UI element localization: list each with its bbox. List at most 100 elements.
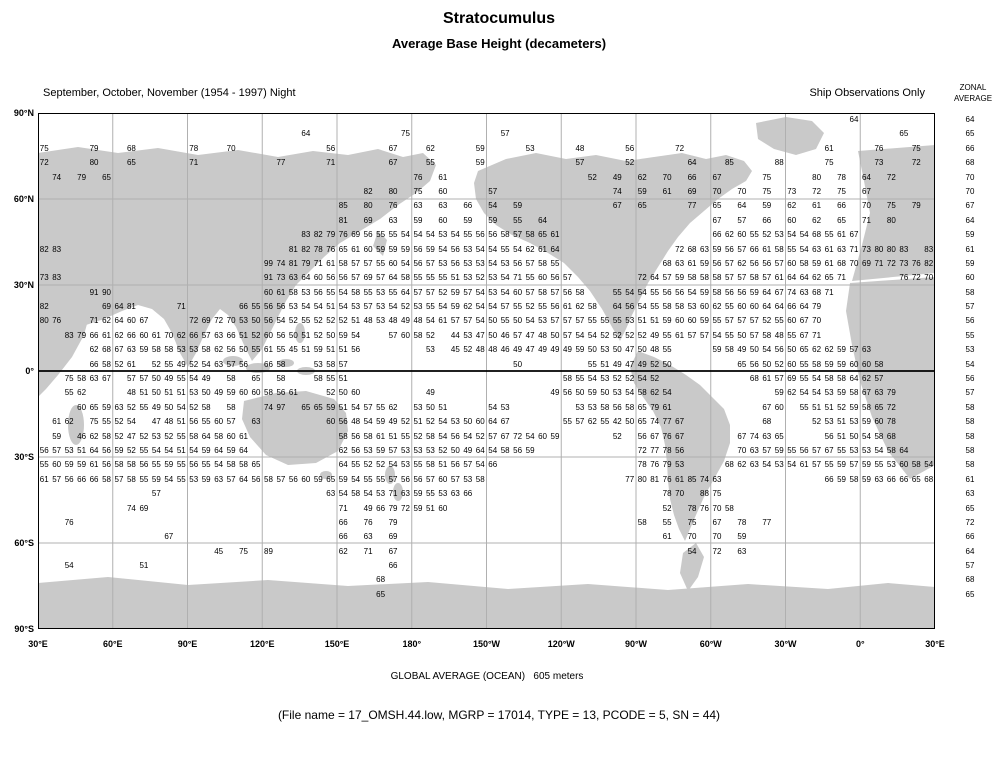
grid-value: 49 <box>737 345 747 355</box>
grid-value: 68 <box>662 258 672 268</box>
grid-value: 60 <box>874 417 884 427</box>
grid-value: 57 <box>363 402 373 412</box>
grid-value: 70 <box>849 258 859 268</box>
grid-value: 60 <box>737 302 747 312</box>
grid-value: 57 <box>737 316 747 326</box>
grid-value: 58 <box>824 374 834 384</box>
grid-value: 45 <box>288 345 298 355</box>
grid-value: 60 <box>787 258 797 268</box>
grid-value: 81 <box>288 258 298 268</box>
grid-value: 59 <box>114 445 124 455</box>
grid-value: 61 <box>762 374 772 384</box>
grid-value: 54 <box>126 417 136 427</box>
grid-value: 56 <box>102 460 111 470</box>
grid-value: 56 <box>326 273 336 283</box>
grid-value: 76 <box>52 316 62 326</box>
grid-value: 62 <box>787 201 797 211</box>
grid-value: 54 <box>189 445 199 455</box>
grid-value: 56 <box>413 244 423 254</box>
grid-value: 73 <box>276 273 286 283</box>
grid-value: 57 <box>463 287 473 297</box>
season-label: September, October, November (1954 - 199… <box>43 87 296 99</box>
grid-value: 60 <box>787 215 797 225</box>
grid-value: 63 <box>114 402 124 412</box>
grid-value: 74 <box>276 258 286 268</box>
grid-value: 55 <box>164 359 174 369</box>
grid-value: 65 <box>89 402 99 412</box>
grid-value: 52 <box>288 316 298 326</box>
grid-value: 57 <box>575 158 585 168</box>
grid-value: 61 <box>52 417 62 427</box>
latitude-tick-label: 60°N <box>13 194 34 204</box>
grid-value: 64 <box>338 460 348 470</box>
grid-value: 53 <box>862 445 871 455</box>
grid-value: 70 <box>712 186 722 196</box>
grid-value: 52 <box>637 330 647 340</box>
grid-value: 53 <box>438 258 448 268</box>
grid-value: 51 <box>812 402 822 412</box>
grid-value: 55 <box>376 474 386 484</box>
grid-value: 61 <box>675 474 685 484</box>
grid-value: 52 <box>251 330 261 340</box>
grid-value: 60 <box>264 287 273 297</box>
grid-value: 49 <box>164 374 174 384</box>
grid-value: 69 <box>388 532 398 542</box>
grid-value: 64 <box>538 215 547 225</box>
grid-value: 57 <box>849 460 859 470</box>
grid-value: 59 <box>862 474 871 484</box>
grid-value: 76 <box>662 431 672 441</box>
zonal-average-value: 57 <box>965 388 975 398</box>
grid-value: 50 <box>550 330 560 340</box>
grid-value: 53 <box>824 388 834 398</box>
grid-value: 53 <box>351 302 361 312</box>
land-indonesia <box>278 359 294 367</box>
map-panel: 64 64 75 57 65 75 79 68 78 70 56 67 62 59 53 48 56 72 61 76… <box>38 113 935 629</box>
grid-value: 53 <box>488 287 498 297</box>
grid-value: 56 <box>724 244 734 254</box>
grid-value: 63 <box>737 546 747 556</box>
grid-value: 65 <box>824 273 834 283</box>
grid-value: 52 <box>612 330 622 340</box>
grid-value: 71 <box>363 546 373 556</box>
grid-value: 57 <box>363 302 373 312</box>
grid-value: 56 <box>563 287 572 297</box>
grid-value: 68 <box>812 230 822 240</box>
grid-value: 74 <box>650 417 660 427</box>
grid-value: 67 <box>388 143 398 153</box>
grid-value: 55 <box>176 374 186 384</box>
zonal-average-value: 63 <box>965 489 975 499</box>
grid-value: 57 <box>463 460 473 470</box>
grid-value: 58 <box>151 345 161 355</box>
grid-value: 65 <box>126 158 136 168</box>
grid-value: 72 <box>189 316 199 326</box>
grid-value: 62 <box>575 302 585 312</box>
grid-value: 66 <box>376 503 386 513</box>
grid-value: 49 <box>463 445 473 455</box>
grid-value: 72 <box>401 503 410 513</box>
grid-value: 58 <box>799 258 809 268</box>
grid-value: 52 <box>612 374 622 384</box>
grid-value: 65 <box>899 129 909 139</box>
grid-value: 59 <box>862 417 871 427</box>
grid-value: 59 <box>849 402 859 412</box>
grid-value: 58 <box>363 431 373 441</box>
grid-value: 64 <box>388 273 398 283</box>
grid-value: 65 <box>251 460 261 470</box>
grid-value: 56 <box>313 287 323 297</box>
grid-value: 49 <box>612 359 622 369</box>
grid-value: 60 <box>749 302 759 312</box>
grid-value: 75 <box>886 201 896 211</box>
grid-value: 49 <box>612 172 622 182</box>
grid-value: 59 <box>413 503 423 513</box>
grid-value: 49 <box>151 402 161 412</box>
grid-value: 66 <box>226 330 236 340</box>
grid-value: 53 <box>687 302 697 312</box>
grid-value: 67 <box>102 374 111 384</box>
grid-value: 72 <box>812 186 822 196</box>
grid-value: 51 <box>176 445 186 455</box>
grid-value: 56 <box>450 460 460 470</box>
grid-value: 66 <box>463 201 473 211</box>
grid-value: 56 <box>762 258 772 268</box>
grid-value: 71 <box>862 215 871 225</box>
